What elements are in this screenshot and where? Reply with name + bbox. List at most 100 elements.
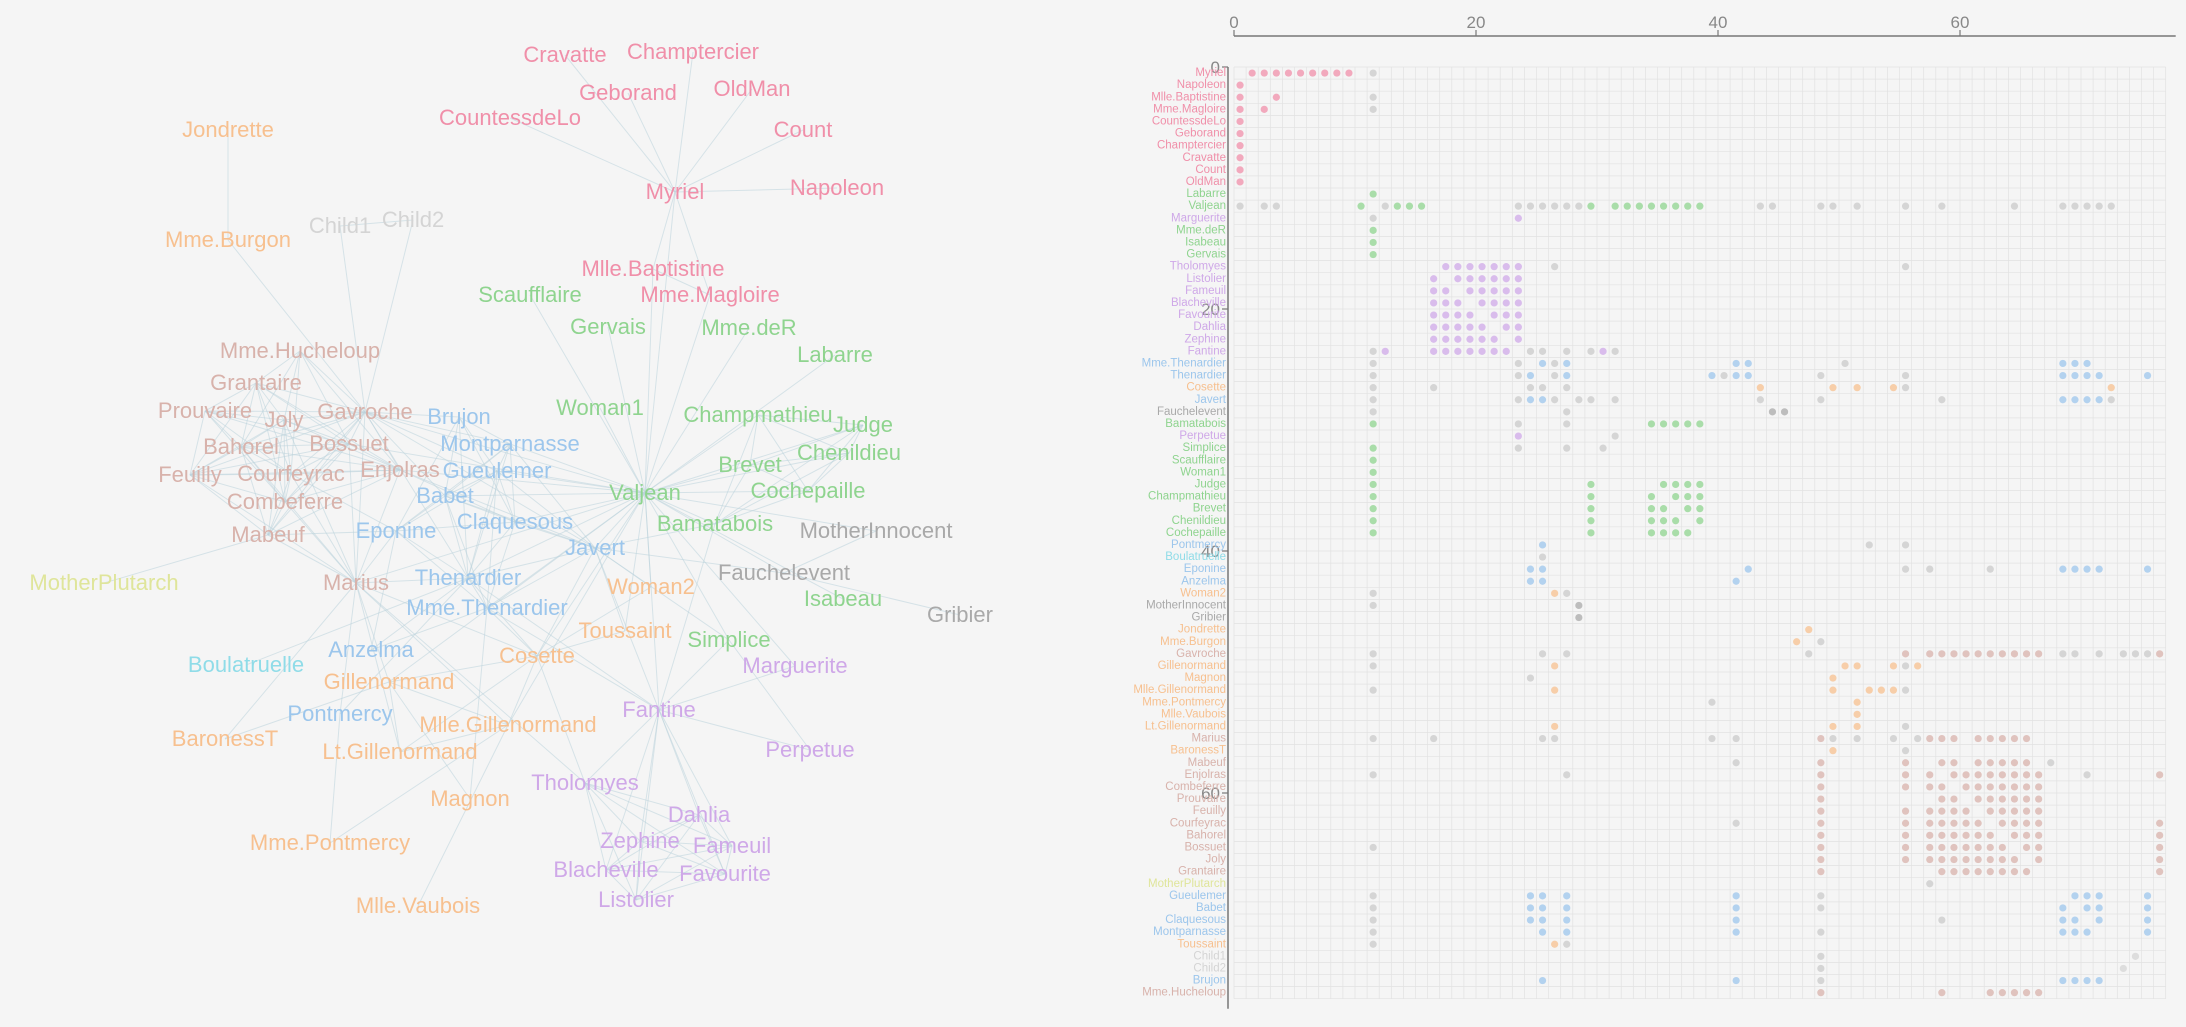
cell-enjolras-bahorel[interactable]: [1998, 771, 2006, 779]
cell-fantine-thenardier[interactable]: [1538, 347, 1547, 355]
cell-cosette-javert[interactable]: [1563, 384, 1571, 392]
cell-gueulemer-gavroche[interactable]: [1817, 892, 1825, 900]
cell-valjean-champmathieu[interactable]: [1659, 202, 1668, 210]
cell-valjean-judge[interactable]: [1647, 202, 1656, 210]
cell-montparnasse-babet[interactable]: [2071, 928, 2079, 936]
cell-javert-fantine[interactable]: [1514, 396, 1522, 404]
cell-thenardier-mme-thenardier[interactable]: [1526, 371, 1535, 380]
cell-joly-combeferre[interactable]: [1950, 855, 1958, 864]
cell-valjean-scaufflaire[interactable]: [1623, 202, 1631, 210]
cell-cosette-mme-thenardier[interactable]: [1526, 384, 1535, 392]
cell-babet-brujon[interactable]: [2143, 904, 2152, 912]
cell-gavroche-thenardier[interactable]: [1538, 650, 1547, 658]
node-claquesous[interactable]: Claquesous: [457, 509, 573, 534]
cell-courfeyrac-prouvaire[interactable]: [1962, 819, 1970, 827]
cell-montparnasse-brujon[interactable]: [2143, 928, 2152, 936]
cell-eponine-marius[interactable]: [1901, 565, 1910, 573]
cell-marius-bahorel[interactable]: [1998, 734, 2006, 743]
cell-gavroche-mme-burgon[interactable]: [1805, 650, 1813, 658]
cell-gueulemer-javert[interactable]: [1563, 892, 1571, 900]
cell-gavroche-valjean[interactable]: [1369, 650, 1377, 658]
cell-geborand-myriel[interactable]: [1236, 129, 1244, 138]
node-mlle-vaubois[interactable]: Mlle.Vaubois: [356, 893, 480, 918]
cell-grantaire-gavroche[interactable]: [1817, 868, 1825, 876]
node-judge[interactable]: Judge: [833, 412, 893, 437]
cell-bamatabois-chenildieu[interactable]: [1684, 420, 1692, 428]
cell-fantine-marguerite[interactable]: [1381, 347, 1389, 355]
cell-favourite-tholomyes[interactable]: [1430, 311, 1438, 319]
node-oldman[interactable]: OldMan: [713, 76, 790, 101]
cell-javert-babet[interactable]: [2071, 396, 2079, 404]
cell-gavroche-courfeyrac[interactable]: [1986, 650, 1994, 658]
cell-baronesst-marius[interactable]: [1901, 747, 1910, 755]
cell-enjolras-combeferre[interactable]: [1950, 771, 1958, 779]
node-marguerite[interactable]: Marguerite: [742, 653, 847, 678]
cell-javert-fauchelevent[interactable]: [1575, 396, 1583, 404]
cell-bahorel-joly[interactable]: [2022, 831, 2031, 839]
cell-fantine-perpetue[interactable]: [1599, 347, 1607, 355]
cell-claquesous-valjean[interactable]: [1369, 916, 1377, 924]
cell-bossuet-enjolras[interactable]: [1938, 843, 1946, 852]
cell-thenardier-boulatruelle[interactable]: [1720, 371, 1728, 380]
cell-gueulemer-mme-thenardier[interactable]: [1526, 892, 1535, 900]
cell-marius-tholomyes[interactable]: [1430, 734, 1438, 743]
cell-zephine-listolier[interactable]: [1442, 335, 1450, 343]
cell-mabeuf-enjolras[interactable]: [1938, 759, 1946, 767]
cell-listolier-dahlia[interactable]: [1490, 275, 1498, 283]
cell-myriel-champtercier[interactable]: [1309, 69, 1317, 77]
node-gavroche[interactable]: Gavroche: [317, 399, 412, 424]
cell-prouvaire-gavroche[interactable]: [1817, 795, 1825, 803]
node-mme-hucheloup[interactable]: Mme.Hucheloup: [220, 338, 380, 363]
cell-favourite-fantine[interactable]: [1514, 311, 1522, 319]
cell-myriel-mme-magloire[interactable]: [1272, 69, 1280, 77]
cell-labarre-valjean[interactable]: [1369, 190, 1377, 198]
cell-zephine-favourite[interactable]: [1478, 335, 1486, 343]
cell-javert-valjean[interactable]: [1369, 396, 1377, 404]
cell-mabeuf-eponine[interactable]: [1732, 759, 1740, 767]
node-zephine[interactable]: Zephine: [600, 828, 680, 853]
cell-prouvaire-courfeyrac[interactable]: [1986, 795, 1994, 803]
cell-mlle-gillenormand-valjean[interactable]: [1369, 686, 1377, 694]
cell-champmathieu-judge[interactable]: [1647, 492, 1656, 501]
cell-feuilly-prouvaire[interactable]: [1962, 807, 1970, 815]
cell-thenardier-babet[interactable]: [2071, 371, 2079, 380]
cell-cosette-lt-gillenormand[interactable]: [1889, 384, 1898, 392]
cell-cosette-valjean[interactable]: [1369, 384, 1377, 392]
cell-thenardier-anzelma[interactable]: [1744, 371, 1752, 380]
cell-bahorel-enjolras[interactable]: [1938, 831, 1946, 839]
cell-fantine-blacheville[interactable]: [1466, 347, 1474, 355]
cell-mabeuf-joly[interactable]: [2022, 759, 2031, 767]
node-fantine[interactable]: Fantine: [622, 697, 695, 722]
cell-valjean-isabeau[interactable]: [1405, 202, 1414, 210]
cell-mme-der-valjean[interactable]: [1369, 226, 1377, 234]
cell-eponine-anzelma[interactable]: [1744, 565, 1752, 573]
node-feuilly[interactable]: Feuilly: [158, 462, 222, 487]
cell-child1-child2[interactable]: [2131, 952, 2140, 960]
cell-javert-thenardier[interactable]: [1538, 396, 1547, 404]
cell-claquesous-montparnasse[interactable]: [2095, 916, 2103, 924]
cell-blacheville-zephine[interactable]: [1502, 299, 1510, 307]
cell-feuilly-enjolras[interactable]: [1938, 807, 1946, 815]
node-champtercier[interactable]: Champtercier: [627, 39, 759, 64]
cell-chenildieu-champmathieu[interactable]: [1659, 517, 1668, 525]
cell-child1-gavroche[interactable]: [1817, 952, 1825, 960]
node-napoleon[interactable]: Napoleon: [790, 175, 884, 200]
cell-fameuil-listolier[interactable]: [1442, 287, 1450, 295]
cell-blacheville-fantine[interactable]: [1514, 299, 1522, 307]
cell-javert-simplice[interactable]: [1611, 396, 1619, 404]
cell-valjean-marius[interactable]: [1901, 202, 1910, 210]
cell-toussaint-valjean[interactable]: [1369, 940, 1377, 948]
cell-judge-brevet[interactable]: [1672, 480, 1680, 489]
cell-gueulemer-brujon[interactable]: [2143, 892, 2152, 900]
cell-toussaint-cosette[interactable]: [1551, 940, 1559, 948]
cell-count-myriel[interactable]: [1236, 166, 1244, 174]
cell-eponine-mme-thenardier[interactable]: [1526, 565, 1535, 573]
cell-prouvaire-enjolras[interactable]: [1938, 795, 1946, 803]
cell-myriel-oldman[interactable]: [1345, 69, 1353, 77]
node-chenildieu[interactable]: Chenildieu: [797, 440, 901, 465]
cell-babet-eponine[interactable]: [1732, 904, 1740, 912]
cell-fauchelevent-motherinnocent[interactable]: [1768, 408, 1777, 416]
cell-babet-gavroche[interactable]: [1817, 904, 1825, 912]
cell-combeferre-gavroche[interactable]: [1817, 783, 1825, 791]
cell-mme-thenardier-gueulemer[interactable]: [2059, 359, 2067, 368]
